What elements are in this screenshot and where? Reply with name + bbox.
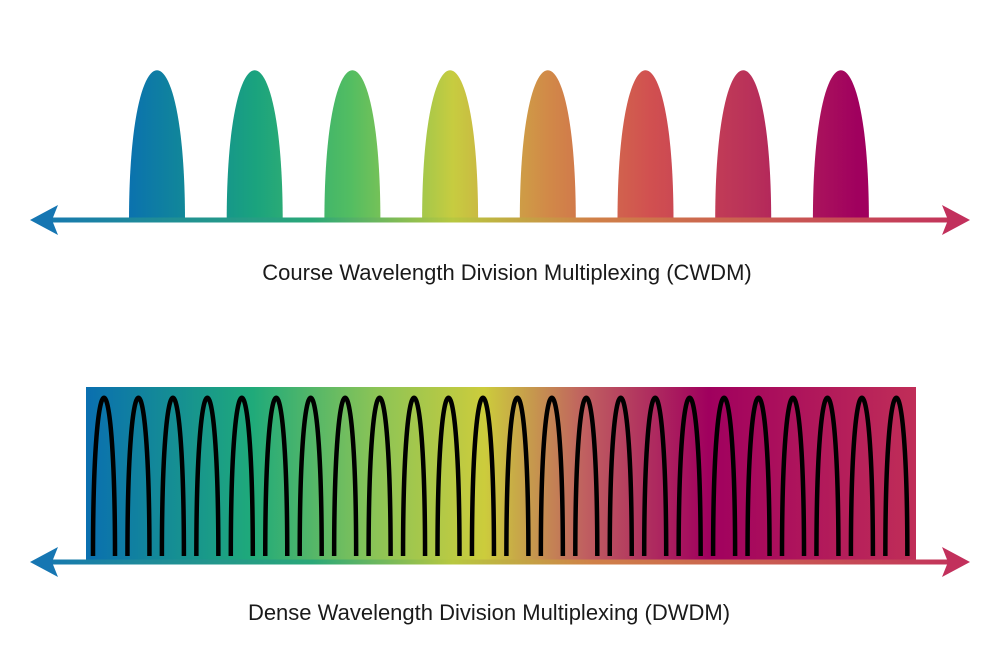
dwdm-peaks — [90, 395, 910, 557]
dwdm-peak — [159, 395, 187, 557]
cwdm-label: Course Wavelength Division Multiplexing … — [262, 260, 751, 285]
cwdm-peaks — [129, 70, 869, 221]
dwdm-peak — [297, 395, 324, 557]
cwdm-peak — [812, 70, 869, 221]
dwdm-peak — [538, 395, 566, 557]
cwdm-peak — [617, 70, 674, 221]
dwdm-peak — [607, 395, 634, 557]
cwdm-peak — [422, 70, 479, 221]
cwdm-peak — [226, 70, 283, 221]
dwdm-peak — [710, 395, 738, 557]
dwdm-peak — [125, 395, 152, 557]
cwdm-peak — [324, 70, 381, 221]
dwdm-peak — [400, 395, 428, 557]
dwdm-peak — [848, 395, 876, 557]
dwdm-peak — [331, 395, 359, 557]
dwdm-peak — [883, 395, 910, 557]
dwdm-peak — [779, 395, 807, 557]
dwdm-peak — [676, 395, 703, 557]
arrow-right — [942, 205, 970, 235]
dwdm-peak — [435, 395, 462, 557]
dwdm-band — [86, 387, 916, 560]
dwdm-label: Dense Wavelength Division Multiplexing (… — [248, 600, 730, 625]
dwdm-peak — [745, 395, 772, 557]
dwdm-peak — [504, 395, 531, 557]
dwdm-peak — [469, 395, 497, 557]
arrow-left — [30, 205, 58, 235]
cwdm-peak — [715, 70, 772, 221]
dwdm-peak — [814, 395, 841, 557]
dwdm-peak — [366, 395, 393, 557]
dwdm-peak — [90, 395, 118, 557]
dwdm-peak — [228, 395, 256, 557]
cwdm-peak — [519, 70, 576, 221]
arrow-right — [942, 547, 970, 577]
dwdm-peak — [263, 395, 290, 557]
arrow-left — [30, 547, 58, 577]
cwdm-peak — [129, 70, 185, 221]
dwdm-peak — [194, 395, 221, 557]
dwdm-peak — [573, 395, 600, 557]
dwdm-peak — [641, 395, 669, 557]
